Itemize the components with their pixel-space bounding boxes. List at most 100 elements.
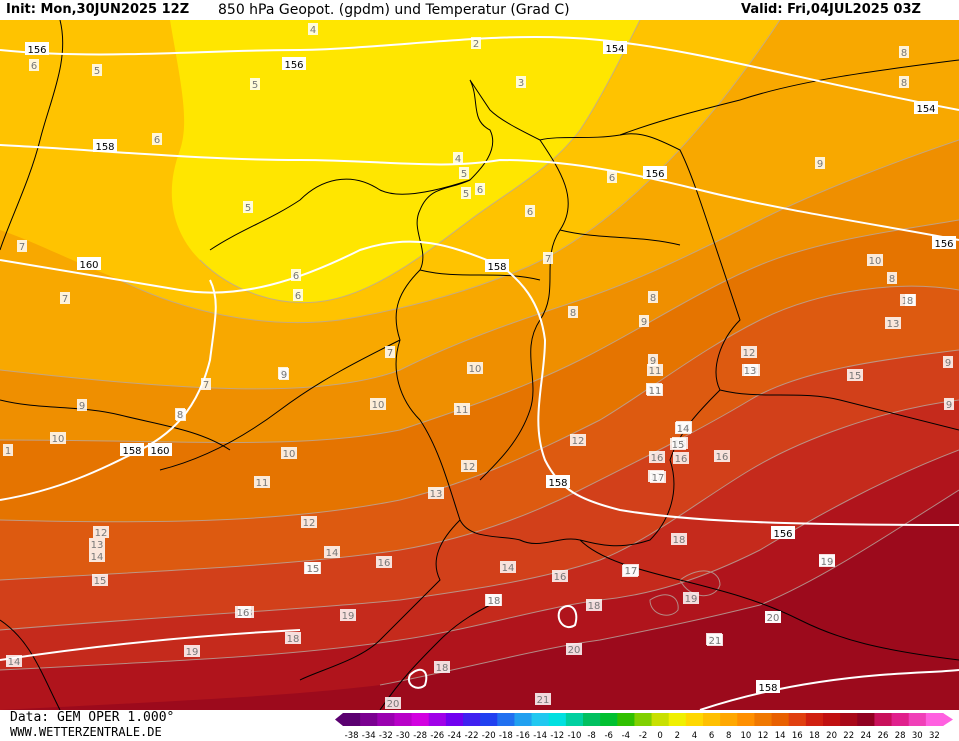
temperature-label: 18	[285, 632, 301, 645]
svg-text:9: 9	[817, 159, 823, 170]
temperature-label: 5	[243, 201, 253, 214]
temperature-label: 14	[89, 550, 105, 563]
geopotential-label: 158	[546, 475, 570, 489]
colorbar-tick-label: -4	[622, 731, 630, 741]
svg-text:10: 10	[469, 364, 482, 375]
svg-text:16: 16	[378, 558, 391, 569]
temperature-label: 8	[648, 291, 658, 304]
colorbar-tick-label: -2	[639, 731, 647, 741]
colorbar-tick-label: 0	[657, 731, 662, 741]
svg-text:10: 10	[372, 400, 385, 411]
temperature-colorbar: -38 -34 -32 -30 -28 -26 -24 -22 -20 -18 -16 -14 -12-…	[335, 713, 953, 741]
temperature-label: 10	[867, 254, 883, 267]
svg-text:19: 19	[821, 557, 834, 568]
colorbar-tick-label: 4	[692, 731, 697, 741]
temperature-label: 11	[647, 364, 663, 377]
svg-text:20: 20	[568, 645, 581, 656]
temperature-label: 9	[279, 368, 289, 381]
temperature-label: 19	[184, 645, 200, 658]
temperature-label: 1	[3, 444, 13, 457]
svg-text:8: 8	[650, 293, 656, 304]
colorbar-left-arrow	[335, 713, 343, 726]
svg-text:160: 160	[150, 446, 169, 457]
colorbar-tick-label: -34	[362, 731, 376, 741]
colorbar-swatch	[411, 713, 430, 726]
svg-text:11: 11	[256, 478, 269, 489]
svg-text:6: 6	[477, 185, 483, 196]
svg-text:19: 19	[342, 611, 355, 622]
colorbar-swatch	[548, 713, 567, 726]
temperature-label: 6	[152, 133, 162, 146]
temperature-label: 10	[50, 432, 66, 445]
temperature-label: 14	[6, 655, 22, 668]
colorbar-tick-label: -24	[447, 731, 461, 741]
svg-text:17: 17	[652, 473, 665, 484]
svg-text:9: 9	[946, 400, 952, 411]
colorbar-swatch	[497, 713, 515, 726]
temperature-label: 20	[765, 611, 781, 624]
svg-text:4: 4	[455, 154, 461, 165]
temperature-label: 16	[235, 606, 251, 619]
geopotential-label: 156	[282, 57, 306, 71]
colorbar-tick-label: 20	[826, 731, 837, 741]
colorbar-tick-label: -14	[533, 731, 547, 741]
svg-text:6: 6	[527, 207, 533, 218]
temperature-label: 9	[639, 315, 649, 328]
footer: Data: GEM OPER 1.000° WWW.WETTERZENTRALE…	[0, 710, 959, 741]
colorbar-swatch	[480, 713, 498, 726]
svg-text:6: 6	[295, 291, 301, 302]
svg-text:6: 6	[31, 61, 37, 72]
colorbar-tick-label: -22	[465, 731, 479, 741]
svg-text:156: 156	[284, 60, 303, 71]
svg-text:21: 21	[537, 695, 550, 706]
colorbar-swatch	[634, 713, 653, 726]
temperature-label: 13	[742, 364, 758, 377]
geopotential-label: 158	[485, 259, 509, 273]
temperature-label: 14	[500, 561, 516, 574]
temperature-label: 11	[647, 384, 663, 397]
temperature-label: 13	[428, 487, 444, 500]
svg-text:19: 19	[685, 594, 698, 605]
colorbar-tick-label: -30	[396, 731, 410, 741]
geopotential-label: 154	[603, 41, 627, 55]
svg-text:14: 14	[326, 548, 339, 559]
svg-text:15: 15	[307, 564, 320, 575]
svg-text:156: 156	[934, 239, 953, 250]
geopotential-label: 160	[148, 443, 172, 457]
colorbar-swatch	[823, 713, 841, 726]
colorbar-tick-label: -28	[413, 731, 427, 741]
colorbar-swatch	[771, 713, 790, 726]
colorbar-swatch	[668, 713, 687, 726]
colorbar-tick-label: 24	[860, 731, 871, 741]
svg-text:11: 11	[649, 386, 662, 397]
svg-text:18: 18	[436, 663, 449, 674]
website: WWW.WETTERZENTRALE.DE	[10, 725, 162, 739]
temperature-label: 8	[175, 408, 185, 421]
svg-text:18: 18	[488, 596, 501, 607]
svg-text:158: 158	[548, 478, 567, 489]
temperature-label: 4	[308, 23, 318, 36]
svg-text:9: 9	[641, 317, 647, 328]
temperature-label: 12	[301, 516, 317, 529]
svg-text:9: 9	[79, 401, 85, 412]
temperature-label: 6	[29, 59, 39, 72]
svg-text:154: 154	[916, 104, 935, 115]
svg-text:156: 156	[773, 529, 792, 540]
temperature-label: 3	[516, 76, 526, 89]
svg-text:20: 20	[767, 613, 780, 624]
temperature-label: 16	[714, 450, 730, 463]
svg-text:13: 13	[430, 489, 443, 500]
temperature-label: 5	[250, 78, 260, 91]
svg-text:19: 19	[186, 647, 199, 658]
temperature-label: 8	[899, 76, 909, 89]
colorbar-swatch	[754, 713, 773, 726]
temperature-label: 6	[291, 269, 301, 282]
svg-text:8: 8	[901, 48, 907, 59]
svg-text:158: 158	[95, 142, 114, 153]
colorbar-swatch	[377, 713, 395, 726]
temperature-label: 9	[815, 157, 825, 170]
svg-text:154: 154	[605, 44, 624, 55]
temperature-label: 5	[459, 167, 469, 180]
temperature-label: 6	[525, 205, 535, 218]
temperature-label: 11	[454, 403, 470, 416]
